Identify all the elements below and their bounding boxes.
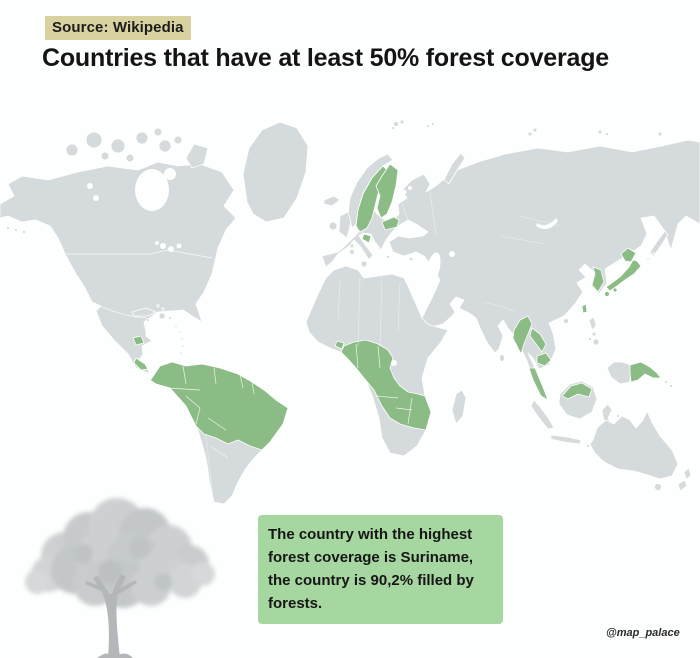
tree-foliage <box>25 498 215 608</box>
highlight-balkans <box>361 233 372 244</box>
world-map <box>0 106 700 506</box>
highlight-southeast-asia <box>512 315 593 401</box>
world-map-svg <box>0 119 700 505</box>
highlight-east-asia <box>581 247 642 314</box>
highlight-south-america <box>149 361 289 451</box>
highlight-central-america <box>132 335 149 371</box>
region-caribbean <box>131 304 185 355</box>
page-title: Countries that have at least 50% forest … <box>42 44 609 72</box>
source-badge: Source: Wikipedia <box>45 16 191 40</box>
suriname-callout: The country with the highest forest cove… <box>258 515 503 624</box>
region-north-america <box>0 127 237 375</box>
tree-trunk <box>85 574 137 658</box>
faint-borders <box>205 190 561 499</box>
watermark: @map_palace <box>606 627 680 639</box>
highlight-scandinavia <box>355 163 400 233</box>
region-australia-nz <box>589 410 692 492</box>
highlight-papua-new-guinea <box>629 361 662 383</box>
region-eurasia <box>321 119 700 402</box>
highlight-central-africa <box>334 339 432 431</box>
region-greenland <box>242 121 309 223</box>
country-borders <box>56 249 413 459</box>
tree-image <box>5 486 230 658</box>
tree-svg <box>25 498 215 658</box>
